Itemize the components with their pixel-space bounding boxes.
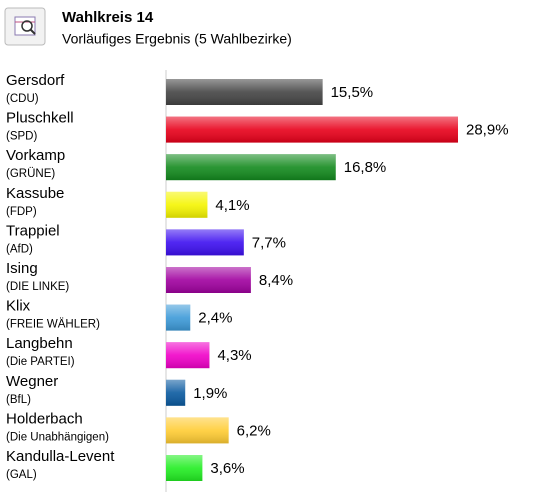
value-label: 4,1% [215, 197, 249, 214]
value-label: 15,5% [331, 84, 374, 101]
chart-title: Wahlkreis 14 [62, 9, 154, 26]
candidate-name: Gersdorf [6, 72, 65, 89]
chart-subtitle: Vorläufiges Ergebnis (5 Wahlbezirke) [62, 31, 292, 47]
value-label: 8,4% [259, 272, 293, 289]
party-name: (BfL) [6, 394, 31, 406]
candidate-name: Kassube [6, 185, 64, 202]
bar-gloss [166, 417, 229, 444]
value-label: 3,6% [210, 460, 244, 477]
candidate-name: Kandulla-Levent [6, 448, 115, 465]
candidate-name: Pluschkell [6, 110, 74, 127]
party-name: (GRÜNE) [6, 168, 55, 180]
bar-gloss [166, 342, 210, 369]
value-label: 2,4% [198, 310, 232, 327]
candidate-name: Ising [6, 260, 38, 277]
party-name: (Die Unabhängigen) [6, 431, 109, 443]
header-icon[interactable] [4, 7, 46, 46]
party-name: (FREIE WÄHLER) [6, 319, 100, 331]
value-label: 1,9% [193, 385, 227, 402]
candidate-name: Wegner [6, 373, 58, 390]
party-name: (FDP) [6, 206, 37, 218]
bar-gloss [166, 154, 336, 181]
bar-gloss [166, 304, 191, 331]
bar-gloss [166, 267, 251, 293]
value-label: 7,7% [252, 234, 286, 251]
value-label: 28,9% [466, 122, 509, 139]
bar-gloss [166, 379, 186, 406]
candidate-name: Holderbach [6, 410, 83, 427]
candidate-name: Trappiel [6, 222, 60, 239]
party-name: (SPD) [6, 131, 37, 143]
candidate-name: Klix [6, 298, 31, 315]
value-label: 6,2% [237, 422, 271, 439]
value-label: 16,8% [344, 159, 387, 176]
bar-gloss [166, 455, 203, 481]
bar-gloss [166, 116, 458, 143]
value-label: 4,3% [217, 347, 251, 364]
bar-gloss [166, 191, 208, 218]
bar-gloss [166, 79, 323, 105]
party-name: (GAL) [6, 469, 37, 481]
party-name: (DIE LINKE) [6, 281, 69, 293]
party-name: (CDU) [6, 93, 39, 105]
candidate-name: Vorkamp [6, 147, 65, 164]
bar-gloss [166, 229, 244, 256]
candidate-name: Langbehn [6, 335, 73, 352]
party-name: (AfD) [6, 243, 33, 255]
party-name: (Die PARTEI) [6, 356, 75, 368]
